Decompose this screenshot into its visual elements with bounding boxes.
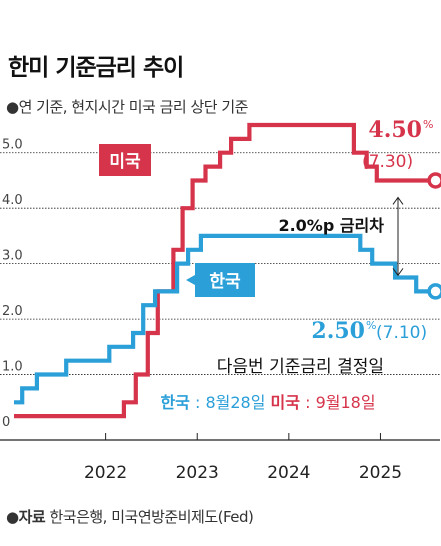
korea-end-unit: % xyxy=(366,319,376,332)
next-meeting-heading: 다음번 기준금리 결정일 xyxy=(217,357,384,377)
korea-rate-line xyxy=(14,233,434,405)
chart-subtitle: ●연 기준, 현지시간 미국 금리 상단 기준 xyxy=(6,98,248,116)
korea-series-tag xyxy=(195,263,255,297)
us-series-tag xyxy=(99,144,151,176)
x-tick-label: 2025 xyxy=(359,463,402,483)
korea-meeting-label: 한국 xyxy=(160,393,190,412)
source-note: ●자료 한국은행, 미국연방준비제도(Fed) xyxy=(6,506,254,527)
source-text: 한국은행, 미국연방준비제도(Fed) xyxy=(49,508,254,526)
y-tick-label: 2.0 xyxy=(2,304,23,319)
x-tick-label: 2022 xyxy=(84,463,127,483)
y-tick-label: 4.0 xyxy=(2,193,23,208)
korea-tag-pointer xyxy=(186,275,195,285)
source-label: ●자료 xyxy=(6,508,46,526)
korea-meeting-date: : 8월28일 xyxy=(190,393,271,412)
gap-label: 2.0%p 금리차 xyxy=(278,216,384,235)
y-tick-label: 1.0 xyxy=(2,360,23,375)
us-series-label: 미국 xyxy=(109,152,141,172)
korea-end-date: (7.10) xyxy=(376,323,427,343)
y-tick-label: 5.0 xyxy=(2,138,23,153)
y-tick-label: 0 xyxy=(2,415,10,430)
us-rate-line xyxy=(14,122,434,419)
us-meeting-label: 미국 xyxy=(271,393,301,412)
page-title: 한미 기준금리 추이 xyxy=(8,55,184,81)
korea-series-label: 한국 xyxy=(209,272,241,292)
gap-arrow-head-top xyxy=(392,196,404,205)
x-tick-label: 2023 xyxy=(176,463,219,483)
korea-end-value: 2.50 xyxy=(311,318,365,344)
us-end-marker xyxy=(427,172,441,189)
x-tick-label: 2024 xyxy=(267,463,310,483)
korea-end-marker xyxy=(427,283,441,300)
us-meeting-date: : 9월18일 xyxy=(300,393,376,412)
us-end-value: 4.50 xyxy=(368,117,422,143)
us-end-unit: % xyxy=(423,118,433,131)
next-meeting-dates: 한국 : 8월28일 미국 : 9월18일 xyxy=(160,393,375,412)
gap-arrow-head-bottom xyxy=(392,268,404,277)
us-end-date: (7.30) xyxy=(362,152,413,172)
y-tick-label: 3.0 xyxy=(2,249,23,264)
